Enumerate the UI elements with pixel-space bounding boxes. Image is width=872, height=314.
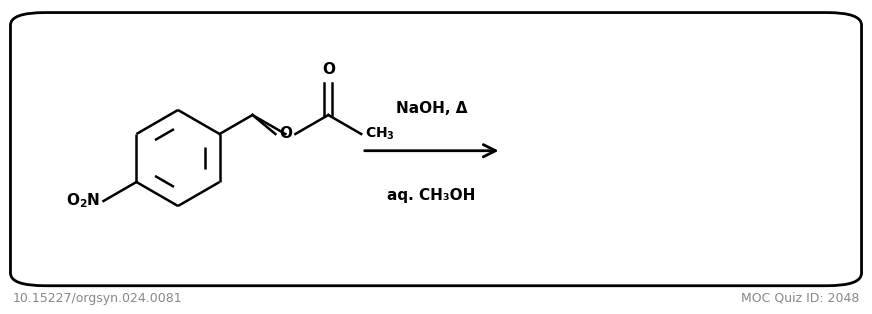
Text: 10.15227/orgsyn.024.0081: 10.15227/orgsyn.024.0081 xyxy=(13,292,183,305)
Text: $\mathregular{CH_3}$: $\mathregular{CH_3}$ xyxy=(365,126,395,142)
Text: O: O xyxy=(322,62,335,77)
Text: MOC Quiz ID: 2048: MOC Quiz ID: 2048 xyxy=(740,292,859,305)
FancyBboxPatch shape xyxy=(10,13,862,286)
Text: NaOH, Δ: NaOH, Δ xyxy=(396,101,467,116)
Text: O: O xyxy=(279,127,292,142)
Text: $\mathregular{O_2N}$: $\mathregular{O_2N}$ xyxy=(66,192,100,210)
Text: aq. CH₃OH: aq. CH₃OH xyxy=(387,188,476,203)
